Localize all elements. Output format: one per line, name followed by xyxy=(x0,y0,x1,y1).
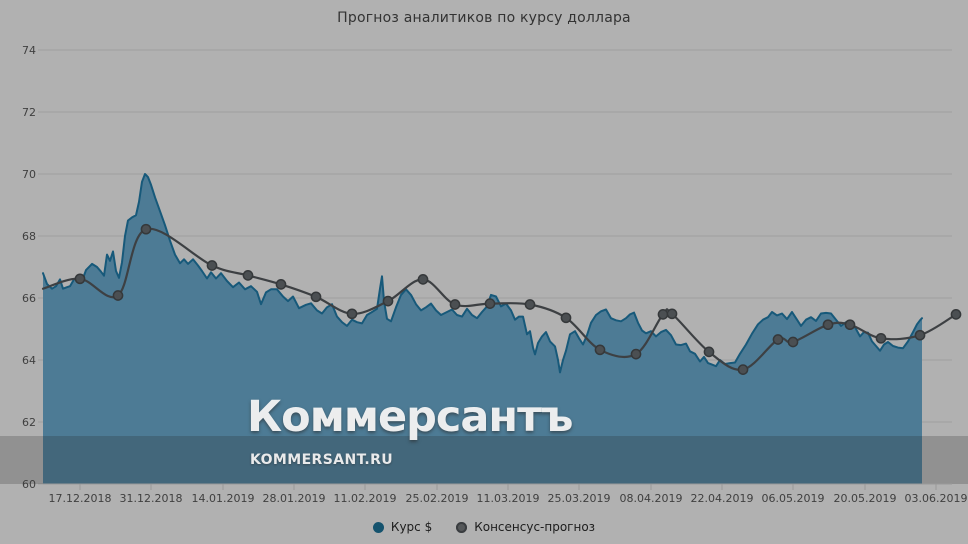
legend-item-consensus: Консенсус-прогноз xyxy=(456,520,595,534)
consensus-point-marker xyxy=(914,329,926,341)
consensus-point-marker xyxy=(950,309,962,320)
consensus-point-marker xyxy=(140,223,152,235)
consensus-point-marker xyxy=(524,299,536,310)
chart-legend: Курс $ Консенсус-прогноз xyxy=(0,520,968,534)
consensus-point-marker xyxy=(112,290,124,301)
consensus-point-marker xyxy=(74,273,86,285)
x-axis-tick-label: 08.04.2019 xyxy=(620,492,683,505)
consensus-point-marker xyxy=(875,332,887,344)
consensus-point-marker xyxy=(737,364,749,375)
consensus-point-marker xyxy=(822,319,834,331)
consensus-point-marker xyxy=(206,260,218,271)
x-axis-tick-label: 25.03.2019 xyxy=(548,492,611,505)
consensus-point-marker xyxy=(657,309,669,320)
consensus-point-marker xyxy=(630,348,642,360)
y-axis-tick-label: 64 xyxy=(22,354,36,367)
legend-item-rate: Курс $ xyxy=(372,520,433,534)
legend-label-consensus: Консенсус-прогноз xyxy=(474,520,596,534)
y-axis-tick-label: 72 xyxy=(22,106,36,119)
consensus-point-marker xyxy=(382,295,394,307)
consensus-point-marker xyxy=(346,308,358,320)
x-axis-tick-label: 03.06.2019 xyxy=(905,492,968,505)
x-axis-tick-label: 17.12.2018 xyxy=(49,492,112,505)
x-axis-tick-label: 22.04.2019 xyxy=(691,492,754,505)
consensus-point-marker xyxy=(560,312,572,324)
x-axis-tick-label: 31.12.2018 xyxy=(120,492,183,505)
consensus-point-marker xyxy=(242,270,254,281)
y-axis-tick-label: 66 xyxy=(22,292,36,305)
legend-label-rate: Курс $ xyxy=(390,520,433,534)
y-axis-tick-label: 70 xyxy=(22,168,36,181)
consensus-point-marker xyxy=(275,279,287,290)
y-axis-tick-label: 68 xyxy=(22,230,36,243)
watermark-band xyxy=(0,436,968,484)
consensus-point-marker xyxy=(666,308,678,320)
chart-title: Прогноз аналитиков по курсу доллара xyxy=(337,10,631,26)
consensus-point-marker xyxy=(449,299,461,310)
x-axis-tick-label: 06.05.2019 xyxy=(762,492,825,505)
y-axis-tick-label: 60 xyxy=(22,478,36,491)
x-axis-tick-label: 11.02.2019 xyxy=(334,492,397,505)
kommersant-watermark: Коммерсантъ xyxy=(247,392,573,442)
consensus-point-marker xyxy=(417,274,429,285)
consensus-series-dot-icon xyxy=(456,521,468,533)
consensus-point-marker xyxy=(772,334,784,345)
consensus-point-marker xyxy=(594,344,606,356)
x-axis-tick-label: 11.03.2019 xyxy=(477,492,540,505)
y-axis-tick-label: 74 xyxy=(22,44,36,57)
x-axis-tick-label: 28.01.2019 xyxy=(263,492,326,505)
rate-series-dot-icon xyxy=(372,521,384,533)
consensus-point-marker xyxy=(844,319,856,331)
x-axis-tick-label: 14.01.2019 xyxy=(192,492,255,505)
series-consensus-line xyxy=(41,223,962,375)
y-axis-tick-label: 62 xyxy=(22,416,36,429)
consensus-point-marker xyxy=(787,336,799,348)
consensus-point-marker xyxy=(703,346,715,358)
consensus-point-marker xyxy=(484,298,496,309)
x-axis-tick-label: 25.02.2019 xyxy=(406,492,469,505)
consensus-point-marker xyxy=(310,291,322,303)
kommersant-url-watermark: KOMMERSANT.RU xyxy=(250,452,394,468)
axes: 74 72 70 68 66 64 62 60 17.12.2018 31.12.2018 14.0… xyxy=(22,44,967,505)
x-axis-tick-label: 20.05.2019 xyxy=(834,492,897,505)
